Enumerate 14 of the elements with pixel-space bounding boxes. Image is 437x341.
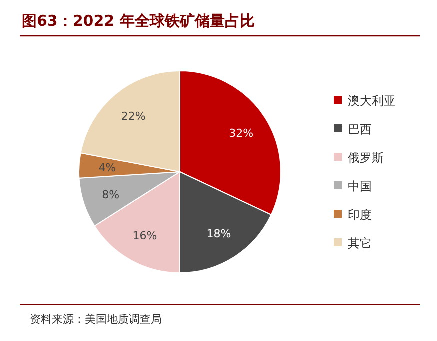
legend-label: 印度 bbox=[348, 208, 372, 222]
text: 资料来源：美国地质调查局 bbox=[30, 313, 162, 326]
chart-title: 图63：2022 年全球铁矿储量占比 bbox=[22, 12, 255, 30]
legend-label: 中国 bbox=[348, 180, 372, 194]
legend-label: 巴西 bbox=[348, 122, 372, 136]
data-label: 8% bbox=[102, 188, 120, 202]
legend-label: 其它 bbox=[348, 236, 372, 250]
data-label: 18% bbox=[206, 227, 232, 240]
legend-label: 俄罗斯 bbox=[348, 151, 384, 165]
data-label: 16% bbox=[132, 230, 158, 243]
legend-label: 澳大利亚 bbox=[348, 94, 396, 108]
data-label: 32% bbox=[229, 127, 254, 140]
data-label: 22% bbox=[121, 110, 146, 123]
data-label: 4% bbox=[98, 161, 116, 174]
